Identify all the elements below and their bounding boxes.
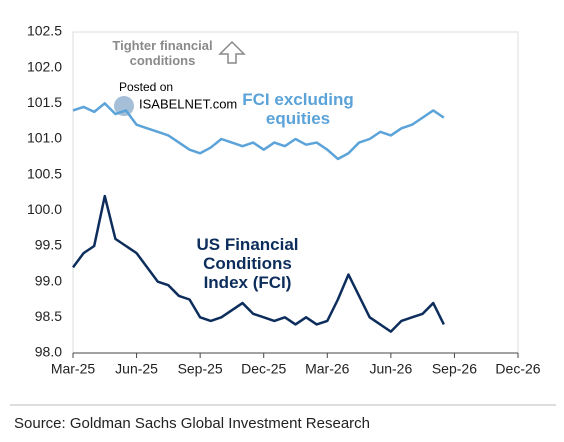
source: Source: Goldman Sachs Global Investment … — [14, 415, 370, 432]
y-tick-label: 101.5 — [27, 94, 62, 110]
series-line — [72, 102, 445, 161]
x-tick-label: Jun-25 — [115, 361, 158, 377]
x-tick-label: Jun-26 — [369, 361, 412, 377]
y-tick-label: 102.0 — [27, 58, 62, 74]
annotation: Tighter financial conditions — [112, 38, 213, 68]
x-tick-label: Sep-26 — [432, 361, 477, 377]
x-tick-label: Dec-26 — [495, 361, 540, 377]
y-tick-label: 99.0 — [35, 272, 62, 288]
y-tick-label: 99.5 — [35, 237, 62, 253]
x-tick-label: Dec-25 — [241, 361, 286, 377]
arrow-icon — [218, 40, 246, 64]
series-label: US Financial Conditions Index (FCI) — [196, 235, 299, 292]
x-tick-label: Sep-25 — [178, 361, 223, 377]
y-tick-label: 98.5 — [35, 308, 62, 324]
watermark: Posted on — [119, 80, 173, 94]
y-tick-label: 98.0 — [35, 344, 62, 360]
y-tick-label: 101.0 — [27, 130, 62, 146]
y-tick-label: 102.5 — [27, 23, 62, 39]
x-tick-label: Mar-25 — [51, 361, 96, 377]
y-tick-label: 100.5 — [27, 165, 62, 181]
series-line — [71, 194, 445, 333]
watermark: ISABELNET.com — [139, 96, 237, 111]
series-label: FCI excluding equities — [242, 90, 354, 128]
y-tick-label: 100.0 — [27, 201, 62, 217]
logo — [114, 96, 134, 116]
x-tick-label: Mar-26 — [305, 361, 350, 377]
